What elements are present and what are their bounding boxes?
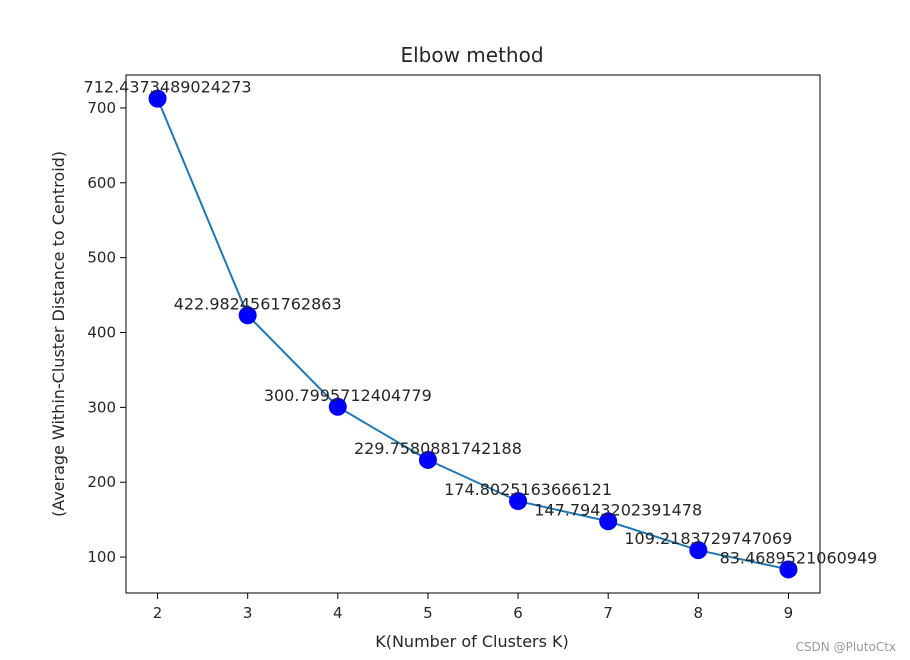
x-tick-label: 9 [784,604,794,622]
y-tick-label: 700 [87,99,116,117]
y-tick-label: 600 [87,174,116,192]
data-label: 83.4689521060949 [720,548,878,567]
data-point [148,89,167,108]
data-point [418,450,437,469]
y-tick-label: 200 [87,473,116,491]
y-axis: 100 200 300 400 500 600 700 [87,99,126,566]
plot-area-frame [125,74,821,594]
y-tick-label: 400 [87,324,116,342]
data-label: 174.8025163666121 [444,480,612,499]
data-point [599,512,618,531]
data-label: 712.4373489024273 [84,78,252,97]
x-tick-label: 8 [694,604,704,622]
data-label: 300.7995712404779 [264,386,432,405]
data-labels: 712.4373489024273 422.9824561762863 300.79… [84,78,878,568]
data-label: 229.7580881742188 [354,439,522,458]
data-point [238,306,257,325]
data-point [689,541,708,560]
x-tick-label: 2 [153,604,163,622]
data-point [509,492,528,511]
x-tick-label: 6 [513,604,523,622]
y-axis-label: (Average Within-Cluster Distance to Cent… [49,151,68,517]
x-tick-label: 5 [423,604,433,622]
data-series [148,89,798,579]
data-label: 109.2183729747069 [624,529,792,548]
watermark: CSDN @PlutoCtx [795,640,896,654]
x-tick-label: 7 [603,604,613,622]
series-line [156,98,789,571]
x-axis: 2 3 4 5 6 7 8 9 [153,593,793,622]
chart-title: Elbow method [400,43,543,67]
x-tick-label: 4 [333,604,343,622]
y-tick-label: 100 [87,548,116,566]
y-tick-label: 300 [87,398,116,416]
data-label: 422.9824561762863 [174,294,342,313]
x-tick-label: 3 [243,604,253,622]
data-label: 147.7943202391478 [534,500,702,519]
x-axis-label: K(Number of Clusters K) [375,632,569,651]
y-tick-label: 500 [87,249,116,267]
data-point [328,397,347,416]
data-point [779,560,798,579]
